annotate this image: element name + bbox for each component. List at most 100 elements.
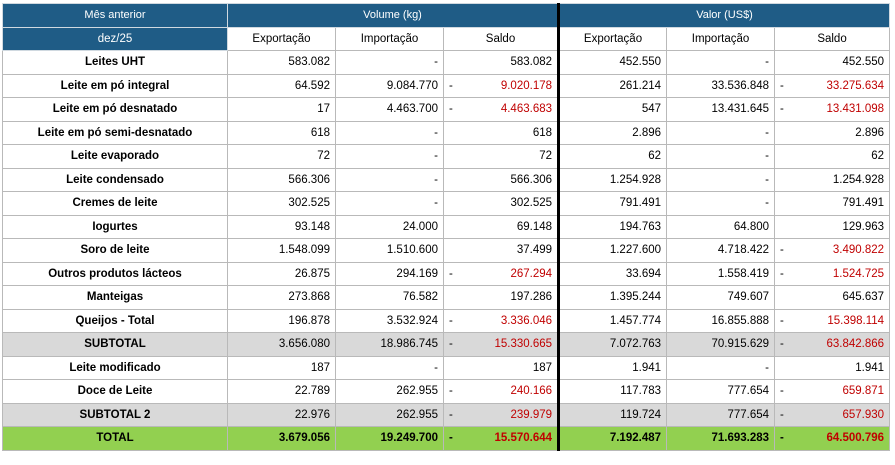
table-cell: 618 [227, 120, 336, 145]
table-cell: - 4.463.683 [442, 97, 561, 122]
row-label: Manteigas [2, 285, 228, 310]
table-cell: 197.286 [442, 285, 561, 310]
table-cell: - [335, 120, 444, 145]
table-cell: 566.306 [442, 167, 561, 192]
cell-value: 1.254.928 [832, 173, 885, 186]
row-label: Iogurtes [2, 214, 228, 239]
cell-value: - [434, 197, 438, 210]
cell-value: 3.336.046 [500, 314, 553, 327]
table-cell: 71.693.283 [666, 426, 776, 451]
table-row: Iogurtes 93.148 24.000 69.148 194.763 64.800 1… [2, 214, 891, 239]
cell-value: 3.656.080 [278, 338, 330, 351]
volume-group-header: Volume (kg) [226, 3, 561, 28]
table-cell: 261.214 [558, 73, 668, 98]
row-label: SUBTOTAL [2, 332, 228, 357]
table-cell: 294.169 [335, 261, 444, 286]
cell-value: 4.463.683 [500, 103, 553, 116]
row-label: Leite condensado [2, 167, 228, 192]
table-cell: - 15.330.665 [442, 332, 561, 357]
cell-value: 13.431.645 [711, 103, 770, 116]
table-row: Soro de leite 1.548.099 1.510.600 37.499 1.2… [2, 238, 891, 263]
cell-value: 657.930 [842, 408, 885, 421]
negative-sign: - [780, 432, 784, 445]
negative-sign: - [449, 79, 453, 92]
table-cell: - [335, 355, 444, 380]
table-cell: 62 [558, 144, 668, 169]
table-cell: 645.637 [774, 285, 891, 310]
negative-sign: - [780, 385, 784, 398]
table-cell: - 239.979 [442, 402, 561, 427]
table-row: Queijos - Total 196.878 3.532.924-3.336.04… [2, 308, 891, 333]
column-header: Importação [335, 26, 444, 51]
cell-value: 63.842.866 [826, 338, 885, 351]
table-cell: - [666, 144, 776, 169]
cell-value: 1.548.099 [278, 244, 330, 257]
table-cell: 618 [442, 120, 561, 145]
table-cell: - [335, 144, 444, 169]
table-cell: 583.082 [227, 50, 336, 75]
cell-value: 129.963 [842, 220, 885, 233]
cell-value: 15.398.114 [827, 314, 885, 327]
table-cell: 64.800 [666, 214, 776, 239]
table-cell: - 267.294 [442, 261, 561, 286]
row-label: Leite evaporado [2, 144, 228, 169]
cell-value: 24.000 [402, 220, 438, 233]
table-cell: 93.148 [227, 214, 336, 239]
cell-value: 18.986.745 [380, 338, 438, 351]
negative-sign: - [780, 103, 784, 116]
table-cell: 24.000 [335, 214, 444, 239]
table-cell: 64.592 [227, 73, 336, 98]
cell-value: 69.148 [516, 220, 553, 233]
cell-value: 33.536.848 [711, 79, 770, 92]
cell-value: 9.084.770 [386, 79, 438, 92]
table-cell: 187 [442, 355, 561, 380]
table-cell: 129.963 [774, 214, 891, 239]
table-cell: 1.941 [558, 355, 668, 380]
total-row: TOTAL 3.679.056 19.249.700-15.570.644 7.192… [2, 426, 891, 451]
cell-value: - [434, 56, 438, 69]
negative-sign: - [780, 244, 784, 257]
cell-value: 19.249.700 [380, 432, 438, 445]
table-cell: 749.607 [666, 285, 776, 310]
table-cell: - [666, 191, 776, 216]
cell-value: 17 [317, 103, 330, 116]
cell-value: 13.431.098 [826, 103, 885, 116]
table-cell: 33.694 [558, 261, 668, 286]
table-cell: 194.763 [558, 214, 668, 239]
cell-value: 62 [871, 150, 885, 163]
table-cell: 1.510.600 [335, 238, 444, 263]
cell-value: 62 [648, 150, 662, 163]
cell-value: 16.855.888 [711, 314, 770, 327]
cell-value: 70.915.629 [711, 338, 770, 351]
table-cell: 3.656.080 [227, 332, 336, 357]
cell-value: 1.395.244 [609, 291, 662, 304]
table-cell: 37.499 [442, 238, 561, 263]
table-cell: 1.548.099 [227, 238, 336, 263]
table-cell: 16.855.888 [666, 308, 776, 333]
cell-value: 2.896 [855, 126, 885, 139]
table-cell: 777.654 [666, 379, 776, 404]
table-cell: 119.724 [558, 402, 668, 427]
table-cell: 3.679.056 [227, 426, 336, 451]
cell-value: 240.166 [510, 385, 553, 398]
table-cell: - 1.524.725 [774, 261, 891, 286]
table-cell: 791.491 [558, 191, 668, 216]
table-cell: 33.536.848 [666, 73, 776, 98]
table-cell: 17 [227, 97, 336, 122]
cell-value: 22.976 [294, 408, 330, 421]
cell-value: 1.941 [855, 361, 885, 374]
cell-value: 117.783 [620, 385, 662, 398]
table-cell: - 657.930 [774, 402, 891, 427]
table-cell: 777.654 [666, 402, 776, 427]
table-cell: - 64.500.796 [774, 426, 891, 451]
cell-value: - [434, 173, 438, 186]
cell-value: 119.724 [620, 408, 662, 421]
subtotal-row: SUBTOTAL 3.656.080 18.986.745-15.330.665 7.… [2, 332, 891, 357]
row-label: Leites UHT [2, 50, 228, 75]
cell-value: 777.654 [727, 408, 770, 421]
cell-value: 659.871 [842, 385, 885, 398]
table-cell: 1.254.928 [558, 167, 668, 192]
cell-value: 302.525 [288, 197, 330, 210]
period-value: dez/25 [2, 26, 228, 51]
table-cell: 302.525 [227, 191, 336, 216]
